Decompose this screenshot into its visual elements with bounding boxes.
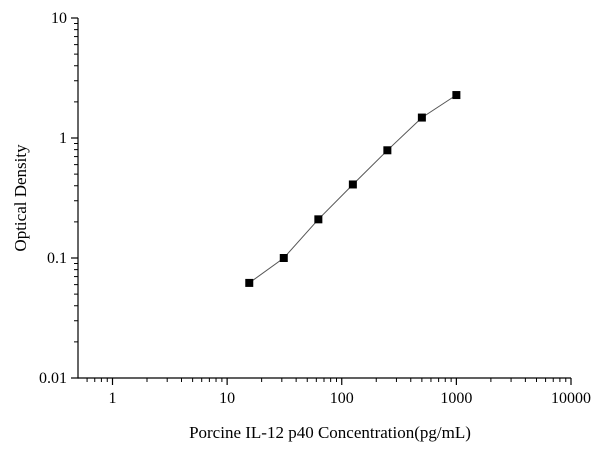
series <box>245 91 461 287</box>
data-point-0-2 <box>314 215 323 224</box>
x-axis-label: Porcine IL-12 p40 Concentration(pg/mL) <box>189 423 471 442</box>
tick-marks <box>71 17 572 385</box>
data-point-0-6 <box>452 91 461 100</box>
y-tick-label-2: 1 <box>59 130 67 147</box>
data-point-0-5 <box>417 113 426 122</box>
y-tick-label-3: 10 <box>51 10 67 27</box>
data-point-0-1 <box>279 254 288 262</box>
data-point-0-3 <box>348 180 357 189</box>
x-tick-label-2: 100 <box>330 390 354 407</box>
y-tick-label-0: 0.01 <box>39 370 67 387</box>
y-axis-label: Optical Density <box>11 144 30 252</box>
x-tick-label-3: 1000 <box>440 390 472 407</box>
x-tick-label-0: 1 <box>109 390 117 407</box>
data-point-0-4 <box>383 146 392 155</box>
tick-labels: 1 10 100 1000 10000 0.01 0.1 1 10 <box>39 10 591 407</box>
axes <box>77 18 571 379</box>
x-tick-label-4: 10000 <box>551 390 591 407</box>
x-tick-label-1: 10 <box>219 390 235 407</box>
y-tick-label-1: 0.1 <box>47 250 67 267</box>
data-point-0-0 <box>245 278 254 287</box>
